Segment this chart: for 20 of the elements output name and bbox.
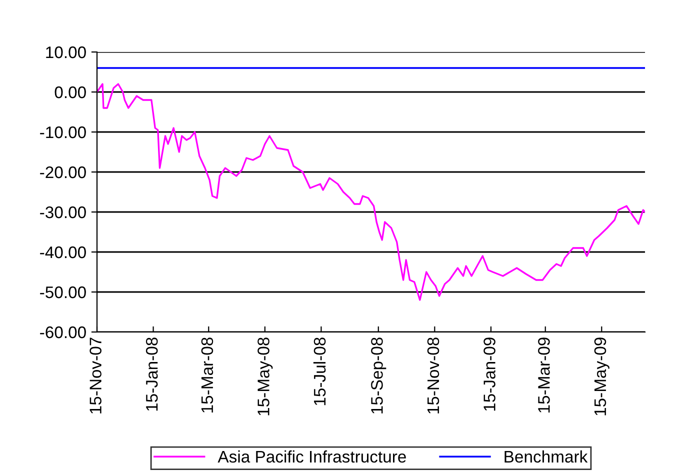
y-tick-label: -30.00 bbox=[40, 206, 86, 218]
x-tick-label: 15-May-08 bbox=[258, 338, 273, 416]
x-tick-label: 15-Nov-08 bbox=[427, 338, 440, 414]
legend-label: Benchmark bbox=[504, 450, 588, 463]
legend-label: Asia Pacific Infrastructure bbox=[218, 450, 406, 463]
y-tick-label: -20.00 bbox=[40, 166, 86, 178]
y-tick-label: 10.00 bbox=[46, 46, 86, 58]
y-tick-label: -50.00 bbox=[40, 286, 86, 298]
y-tick-label: -60.00 bbox=[40, 326, 86, 338]
y-tick-label: 0.00 bbox=[54, 86, 86, 98]
x-tick-label: 15-Jan-09 bbox=[484, 338, 496, 411]
x-tick-label: 15-Mar-08 bbox=[201, 338, 214, 412]
x-tick-label: 15-Mar-09 bbox=[538, 338, 550, 412]
y-tick-label: -40.00 bbox=[40, 246, 86, 258]
x-tick-label: 15-Jan-08 bbox=[146, 338, 158, 411]
x-tick-label: 15-Nov-07 bbox=[90, 338, 102, 414]
x-tick-label: 15-Sep-08 bbox=[371, 338, 386, 414]
x-tick-label: 15-Jul-08 bbox=[313, 338, 326, 406]
x-tick-label: 15-May-09 bbox=[594, 338, 610, 416]
y-tick-label: -10.00 bbox=[40, 126, 86, 138]
